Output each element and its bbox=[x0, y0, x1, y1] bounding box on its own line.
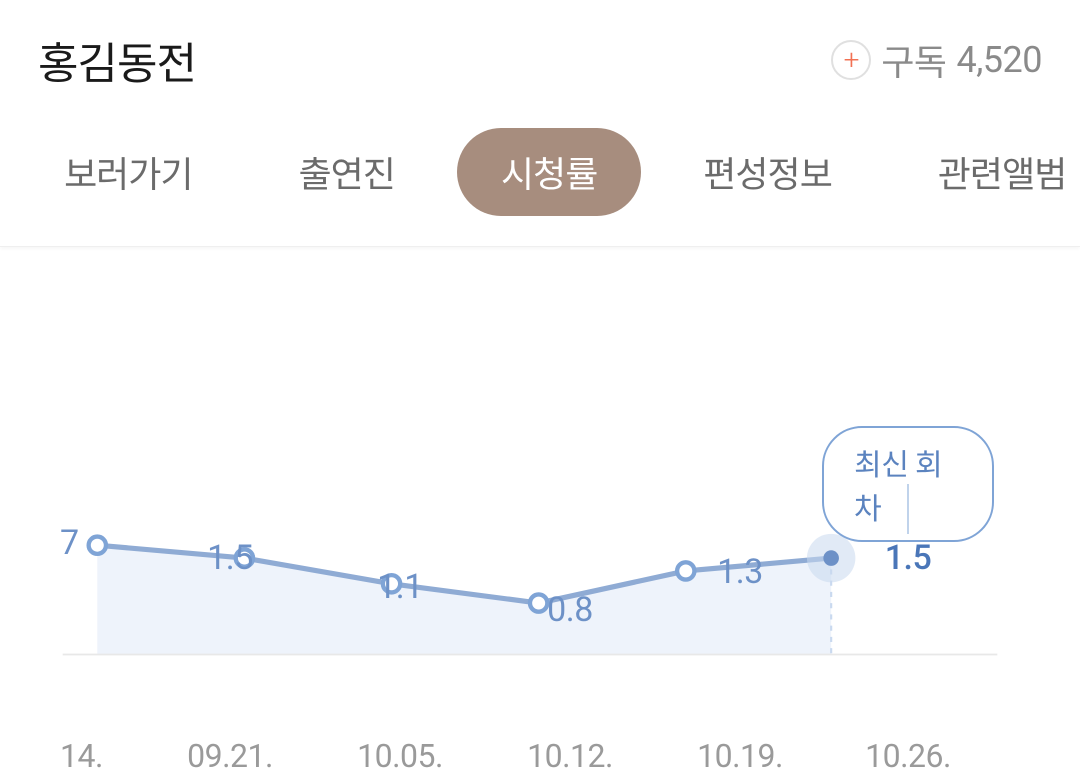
x-axis-label-0: 14. bbox=[60, 737, 103, 775]
x-axis-label-5: 10.26. bbox=[865, 737, 951, 775]
value-label-3: 0.8 bbox=[547, 590, 593, 630]
value-label-1: 1.5 bbox=[207, 538, 253, 578]
ratings-chart: 71.51.10.81.31.514.09.21.10.05.10.12.10.… bbox=[0, 247, 1080, 767]
x-axis-label-1: 09.21. bbox=[187, 737, 273, 775]
highlight-marker[interactable] bbox=[823, 550, 839, 566]
data-marker-3[interactable] bbox=[530, 594, 547, 611]
tab-3[interactable]: 편성정보 bbox=[659, 128, 875, 216]
tab-1[interactable]: 출연진 bbox=[254, 128, 438, 216]
data-marker-0[interactable] bbox=[89, 537, 106, 554]
x-axis-label-3: 10.12. bbox=[527, 737, 613, 775]
tabs-container: 보러가기출연진시청률편성정보관련앨범 bbox=[0, 110, 1080, 247]
plus-icon[interactable]: + bbox=[831, 40, 871, 80]
subscribe-label: 구독 bbox=[881, 34, 946, 86]
x-axis-label-2: 10.05. bbox=[357, 737, 443, 775]
tab-4[interactable]: 관련앨범 bbox=[894, 128, 1080, 216]
page-header: 홍김동전 + 구독 4,520 bbox=[0, 0, 1080, 110]
value-label-0: 7 bbox=[60, 523, 79, 563]
value-label-5: 1.5 bbox=[885, 538, 932, 578]
page-title: 홍김동전 bbox=[38, 28, 196, 92]
tabs: 보러가기출연진시청률편성정보관련앨범 bbox=[0, 128, 1080, 216]
x-axis-label-4: 10.19. bbox=[697, 737, 783, 775]
tab-0[interactable]: 보러가기 bbox=[20, 128, 236, 216]
value-label-4: 1.3 bbox=[717, 552, 763, 592]
subscribe-section[interactable]: + 구독 4,520 bbox=[831, 34, 1042, 86]
callout-connector bbox=[907, 484, 909, 534]
data-marker-4[interactable] bbox=[677, 562, 694, 579]
value-label-2: 1.1 bbox=[377, 567, 423, 607]
subscribe-count: 4,520 bbox=[956, 39, 1042, 81]
tab-2[interactable]: 시청률 bbox=[457, 128, 641, 216]
